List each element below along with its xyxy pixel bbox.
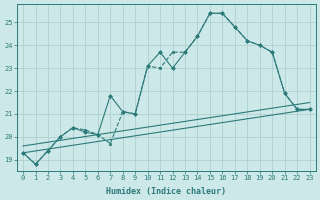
- X-axis label: Humidex (Indice chaleur): Humidex (Indice chaleur): [106, 187, 226, 196]
